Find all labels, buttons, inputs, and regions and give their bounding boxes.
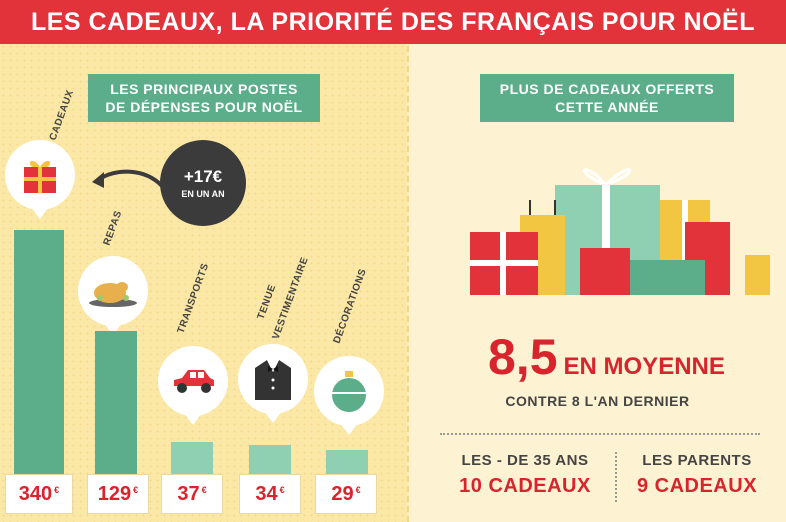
price-value: 129 [97, 482, 132, 505]
price-currency: € [133, 485, 139, 495]
bar-decorations [326, 450, 368, 474]
increase-badge: +17€ EN UN AN [160, 140, 246, 226]
price-value: 340 [18, 482, 53, 505]
group-separator [615, 452, 617, 502]
tuxedo-icon [255, 360, 291, 400]
comparison-text: CONTRE 8 L'AN DERNIER [505, 393, 690, 409]
bubble-tenue [238, 344, 308, 423]
arrow-icon [92, 169, 164, 188]
bubble-repas [78, 256, 148, 335]
price-repas: 129 € [87, 474, 149, 514]
car-icon [174, 370, 214, 393]
group-value: 9 CADEAUX [636, 475, 758, 497]
right-banner: PLUS DE CADEAUX OFFERTS CETTE ANNÉE [480, 74, 734, 122]
badge-caption: EN UN AN [181, 189, 225, 199]
price-value: 37 [177, 482, 200, 505]
group-value: 10 CADEAUX [459, 475, 591, 497]
bar-repas [95, 331, 137, 474]
price-value: 34 [255, 482, 278, 505]
dotted-separator [440, 433, 760, 435]
roast-chicken-icon [89, 282, 137, 307]
price-tenue: 34 € [239, 474, 301, 514]
left-banner-line1: LES PRINCIPAUX POSTES [110, 81, 298, 97]
bubble-transports [158, 346, 228, 425]
bar-tenue [249, 445, 291, 474]
bubble-cadeaux [5, 140, 75, 219]
price-cadeaux: 340 € [5, 474, 73, 514]
price-currency: € [279, 485, 285, 495]
price-transports: 37 € [161, 474, 223, 514]
bubble-decorations [314, 356, 384, 435]
gift-icon [24, 160, 56, 193]
right-banner-line2: CETTE ANNÉE [555, 99, 659, 115]
group-label: LES - DE 35 ANS [461, 452, 589, 469]
price-value: 29 [331, 482, 354, 505]
page-title: LES CADEAUX, LA PRIORITÉ DES FRANÇAIS PO… [0, 0, 786, 44]
average-gifts-text: EN MOYENNE [563, 353, 725, 380]
left-banner-line2: DE DÉPENSES POUR NOËL [105, 99, 303, 115]
average-gifts-number: 8,5 [488, 329, 558, 385]
left-banner: LES PRINCIPAUX POSTES DE DÉPENSES POUR N… [88, 74, 320, 122]
panel-divider [407, 36, 409, 522]
group-parents: LES PARENTS 9 CADEAUX [622, 452, 772, 498]
price-decorations: 29 € [315, 474, 377, 514]
bar-cadeaux [14, 230, 64, 474]
average-gifts-stat: 8,5 EN MOYENNE [488, 328, 725, 386]
badge-amount: +17€ [183, 167, 223, 186]
price-currency: € [54, 485, 60, 495]
ornament-icon [332, 371, 366, 412]
price-currency: € [355, 485, 361, 495]
price-currency: € [201, 485, 207, 495]
bar-transports [171, 442, 213, 474]
group-under-35: LES - DE 35 ANS 10 CADEAUX [440, 452, 610, 498]
right-banner-line1: PLUS DE CADEAUX OFFERTS [499, 81, 715, 97]
group-label: LES PARENTS [642, 452, 752, 469]
gift-pile-illustration [470, 168, 770, 295]
